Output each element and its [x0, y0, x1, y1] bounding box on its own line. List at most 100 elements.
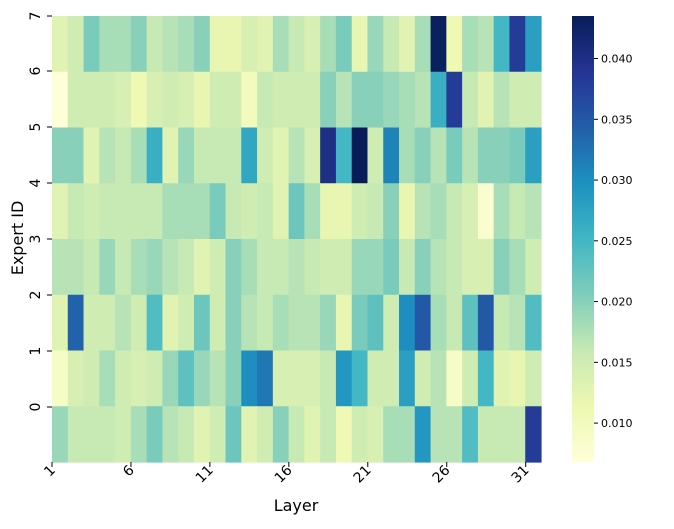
- heatmap-cell: [225, 183, 242, 240]
- colorbar-tick-label: 0.030: [601, 174, 633, 187]
- heatmap-cell: [241, 406, 258, 463]
- heatmap-cell: [446, 294, 463, 352]
- heatmap-cell: [225, 127, 242, 184]
- heatmap-cell: [462, 127, 479, 184]
- heatmap-cell: [83, 239, 100, 296]
- y-tick-label: 7: [28, 12, 44, 21]
- heatmap-cell: [162, 406, 179, 463]
- heatmap-cell: [115, 350, 132, 407]
- heatmap-cell: [446, 239, 463, 296]
- heatmap-cell: [477, 183, 495, 240]
- heatmap-cell: [241, 239, 258, 296]
- heatmap-cell: [430, 406, 447, 463]
- heatmap-cell: [320, 183, 337, 240]
- heatmap-cell: [446, 406, 463, 463]
- heatmap-cell: [351, 71, 369, 129]
- heatmap-cell: [525, 294, 542, 352]
- heatmap-cell: [83, 350, 100, 407]
- heatmap-cell: [477, 127, 495, 184]
- heatmap-cell: [462, 406, 479, 463]
- heatmap-cell: [241, 71, 258, 129]
- heatmap-cell: [525, 16, 542, 73]
- heatmap-cell: [367, 239, 384, 296]
- heatmap-cell: [178, 16, 195, 73]
- heatmap-cell: [320, 406, 337, 463]
- heatmap-cell: [83, 406, 100, 463]
- heatmap-cells: [52, 16, 542, 463]
- heatmap-cell: [67, 239, 85, 296]
- heatmap-cell: [257, 183, 274, 240]
- heatmap-cell: [193, 239, 211, 296]
- heatmap-cell: [115, 16, 132, 73]
- heatmap-cell: [178, 127, 195, 184]
- heatmap-cell: [462, 239, 479, 296]
- heatmap-cell: [335, 294, 353, 352]
- heatmap-cell: [367, 71, 384, 129]
- heatmap-cell: [146, 294, 164, 352]
- heatmap-cell: [430, 294, 447, 352]
- heatmap-cell: [367, 350, 384, 407]
- heatmap-cell: [446, 183, 463, 240]
- y-axis-label: Expert ID: [8, 201, 27, 276]
- heatmap-cell: [493, 183, 511, 240]
- heatmap-cell: [178, 183, 195, 240]
- heatmap-cell: [477, 350, 495, 407]
- heatmap-cell: [272, 71, 290, 129]
- heatmap-cell: [414, 16, 432, 73]
- heatmap-cell: [414, 406, 432, 463]
- heatmap-cell: [493, 294, 511, 352]
- heatmap-cell: [351, 183, 369, 240]
- heatmap-cell: [288, 406, 305, 463]
- colorbar-tick-label: 0.040: [601, 53, 633, 66]
- heatmap-cell: [99, 183, 116, 240]
- heatmap-cell: [509, 294, 526, 352]
- heatmap-cell: [99, 16, 116, 73]
- heatmap-cell: [288, 127, 305, 184]
- heatmap-cell: [193, 294, 211, 352]
- heatmap-cell: [304, 183, 321, 240]
- heatmap-cell: [241, 127, 258, 184]
- heatmap-cell: [146, 71, 164, 129]
- heatmap-cell: [257, 239, 274, 296]
- heatmap-cell: [209, 350, 227, 407]
- x-tick-label: 21: [351, 463, 375, 487]
- heatmap-cell: [115, 127, 132, 184]
- heatmap-cell: [67, 350, 85, 407]
- heatmap-cell: [351, 406, 369, 463]
- colorbar-tick-label: 0.010: [601, 417, 633, 430]
- heatmap-cell: [335, 239, 353, 296]
- colorbar-tick-label: 0.035: [601, 113, 633, 126]
- heatmap-cell: [509, 16, 526, 73]
- heatmap-cell: [430, 16, 447, 73]
- heatmap-cell: [367, 294, 384, 352]
- heatmap-cell: [52, 406, 69, 463]
- heatmap-cell: [399, 127, 416, 184]
- heatmap-cell: [99, 71, 116, 129]
- heatmap-cell: [115, 183, 132, 240]
- heatmap-cell: [209, 406, 227, 463]
- x-tick-label: 16: [272, 462, 296, 486]
- heatmap-cell: [493, 71, 511, 129]
- x-tick-label: 6: [120, 462, 138, 480]
- heatmap-cell: [99, 239, 116, 296]
- heatmap-cell: [493, 406, 511, 463]
- heatmap-cell: [209, 183, 227, 240]
- heatmap-cell: [399, 294, 416, 352]
- y-tick-label: 3: [28, 235, 44, 244]
- heatmap-cell: [446, 71, 463, 129]
- heatmap-cell: [146, 183, 164, 240]
- colorbar-gradient: [572, 16, 594, 462]
- heatmap-cell: [52, 183, 69, 240]
- heatmap-cell: [241, 16, 258, 73]
- heatmap-cell: [99, 350, 116, 407]
- heatmap-cell: [414, 350, 432, 407]
- heatmap-cell: [399, 239, 416, 296]
- heatmap-cell: [335, 183, 353, 240]
- heatmap-cell: [335, 350, 353, 407]
- heatmap-cell: [320, 127, 337, 184]
- heatmap-cell: [162, 350, 179, 407]
- heatmap-cell: [304, 239, 321, 296]
- heatmap-cell: [83, 71, 100, 129]
- y-tick-label: 0: [28, 403, 44, 412]
- heatmap-cell: [399, 183, 416, 240]
